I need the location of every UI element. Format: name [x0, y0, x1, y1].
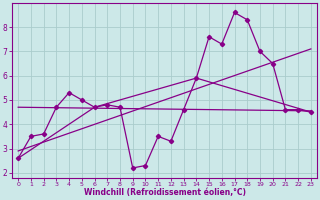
X-axis label: Windchill (Refroidissement éolien,°C): Windchill (Refroidissement éolien,°C): [84, 188, 245, 197]
